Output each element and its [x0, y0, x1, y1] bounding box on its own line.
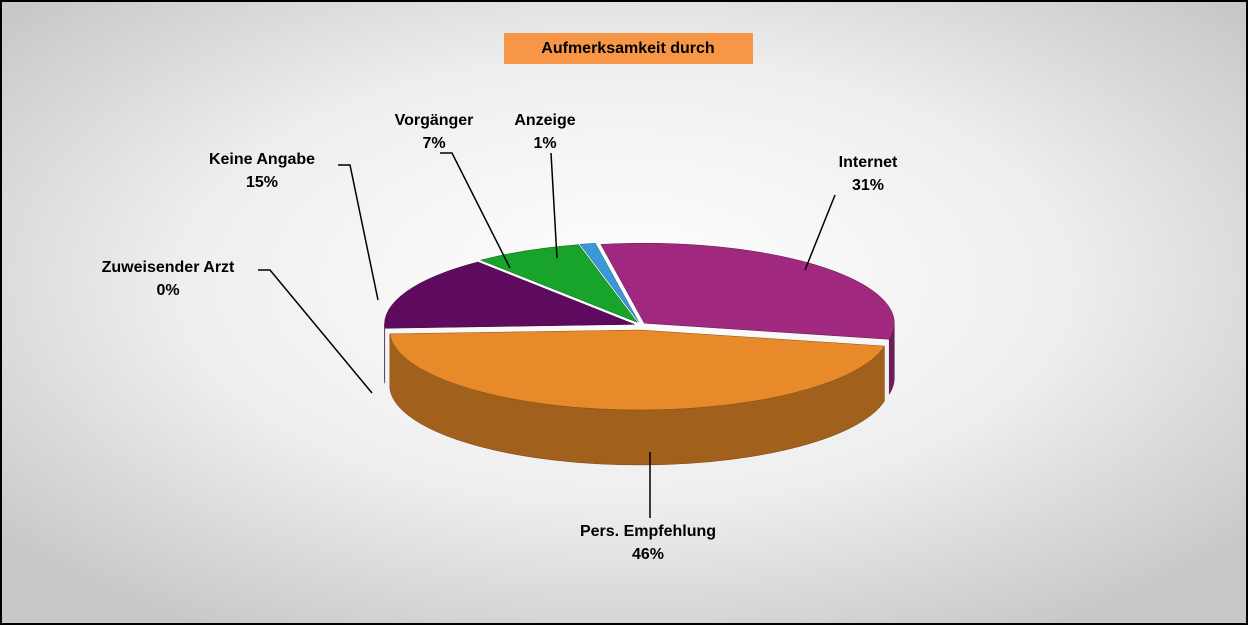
slice-value-label: 15%	[246, 174, 278, 191]
leader-line	[338, 164, 379, 301]
slice-value-label: 46%	[632, 546, 664, 563]
title-box	[504, 33, 753, 64]
slice-label: Zuweisender Arzt	[102, 259, 235, 276]
slice-value-label: 31%	[852, 177, 884, 194]
leader-line	[804, 194, 836, 271]
slice-label: Vorgänger	[395, 112, 474, 129]
slice-label: Keine Angabe	[209, 151, 315, 168]
slice	[389, 329, 885, 411]
leader-line	[550, 152, 558, 259]
pie	[384, 242, 895, 466]
slice	[579, 243, 639, 323]
slice-label: Internet	[839, 154, 898, 171]
slice-value-label: 7%	[422, 135, 445, 152]
slice-label: Pers. Empfehlung	[580, 523, 716, 540]
slice-value-label: 0%	[156, 282, 179, 299]
slice	[600, 242, 895, 340]
slice	[384, 261, 635, 329]
slice-value-label: 1%	[533, 135, 556, 152]
slice-tops	[384, 242, 895, 411]
slice-label: Anzeige	[514, 112, 575, 129]
slice	[479, 244, 639, 323]
chart-title: Aufmerksamkeit durch	[541, 40, 714, 57]
leader-line	[440, 152, 511, 269]
leader-line	[258, 269, 373, 394]
